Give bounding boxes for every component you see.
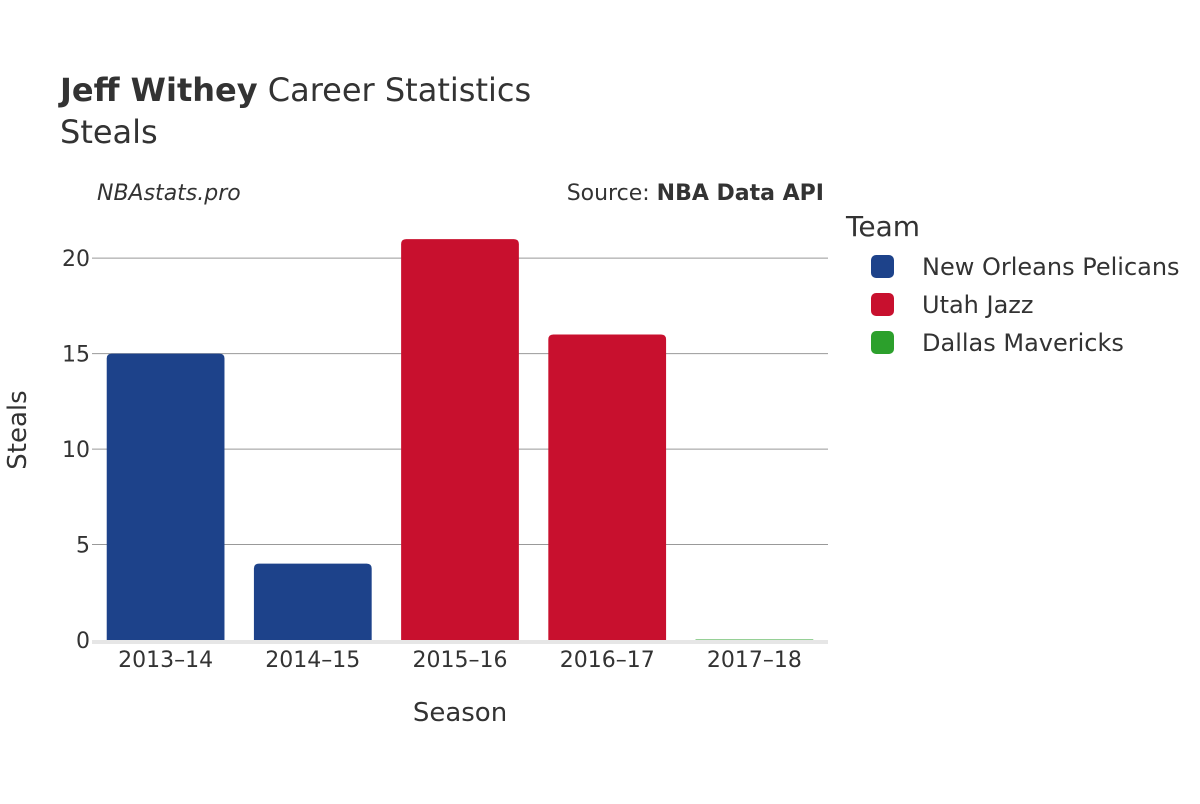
x-tick-labels: 2013–14 2014–15 2015–16 2016–17 2017–18 bbox=[118, 648, 802, 673]
source-prefix: Source: bbox=[567, 181, 657, 206]
legend-item-label[interactable]: New Orleans Pelicans bbox=[922, 253, 1180, 281]
chart-title-rest: Career Statistics bbox=[258, 71, 532, 109]
legend-swatch bbox=[871, 331, 894, 354]
legend-swatch bbox=[871, 293, 894, 316]
x-tick-label: 2013–14 bbox=[118, 648, 213, 673]
bar[interactable] bbox=[548, 334, 667, 640]
y-axis-label: Steals bbox=[3, 390, 33, 469]
bar[interactable] bbox=[106, 353, 225, 640]
x-tick-label: 2015–16 bbox=[413, 648, 508, 673]
bar[interactable] bbox=[695, 639, 814, 641]
y-tick-label: 15 bbox=[62, 343, 90, 368]
x-axis-line bbox=[92, 640, 828, 644]
legend: New Orleans Pelicans Utah Jazz Dallas Mave… bbox=[871, 253, 1180, 357]
bars bbox=[106, 239, 814, 641]
x-axis-label: Season bbox=[413, 698, 507, 728]
y-tick-label: 0 bbox=[76, 629, 90, 654]
y-tick-label: 10 bbox=[62, 438, 90, 463]
chart-title-player: Jeff Withey bbox=[58, 71, 258, 109]
source-name: NBA Data API bbox=[657, 181, 824, 206]
y-tick-label: 20 bbox=[62, 247, 90, 272]
chart-title: Jeff Withey Career Statistics bbox=[58, 71, 531, 109]
y-tick-label: 5 bbox=[76, 534, 90, 559]
chart-subtitle: Steals bbox=[60, 113, 158, 151]
legend-swatch bbox=[871, 255, 894, 278]
x-tick-label: 2017–18 bbox=[707, 648, 802, 673]
x-tick-label: 2016–17 bbox=[560, 648, 655, 673]
x-tick-label: 2014–15 bbox=[265, 648, 360, 673]
source-credit: Source: NBA Data API bbox=[567, 181, 824, 206]
bar[interactable] bbox=[401, 239, 519, 640]
legend-item-label[interactable]: Utah Jazz bbox=[922, 291, 1034, 319]
legend-item-label[interactable]: Dallas Mavericks bbox=[922, 329, 1124, 357]
legend-title: Team bbox=[845, 210, 920, 243]
y-tick-labels: 0 5 10 15 20 bbox=[62, 247, 90, 654]
site-credit: NBAstats.pro bbox=[97, 181, 241, 206]
bar[interactable] bbox=[253, 563, 372, 640]
